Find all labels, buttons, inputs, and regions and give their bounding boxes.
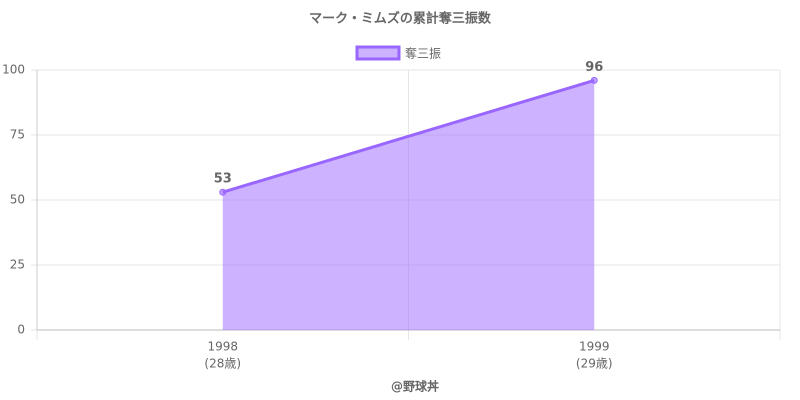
data-label: 96 [585,60,603,75]
x-tick-sublabel: (29歳) [576,357,613,371]
area-fill [222,80,595,331]
chart-title: マーク・ミムズの累計奪三振数 [309,11,492,27]
point [219,188,227,196]
y-tick-label: 50 [10,193,25,207]
x-tick-label: 1998 [207,340,238,354]
y-tick-label: 0 [17,323,25,337]
x-tick-sublabel: (28歳) [204,357,241,371]
y-tick-label: 75 [10,128,25,142]
y-tick-label: 100 [2,63,25,77]
x-tick-label: 1999 [579,340,610,354]
point [590,76,598,84]
x-axis-label: @野球丼 [391,379,439,394]
legend-label: 奪三振 [405,46,441,61]
y-tick-label: 25 [10,258,25,272]
data-label: 53 [214,172,232,187]
line [222,78,595,194]
legend-swatch [355,45,401,61]
